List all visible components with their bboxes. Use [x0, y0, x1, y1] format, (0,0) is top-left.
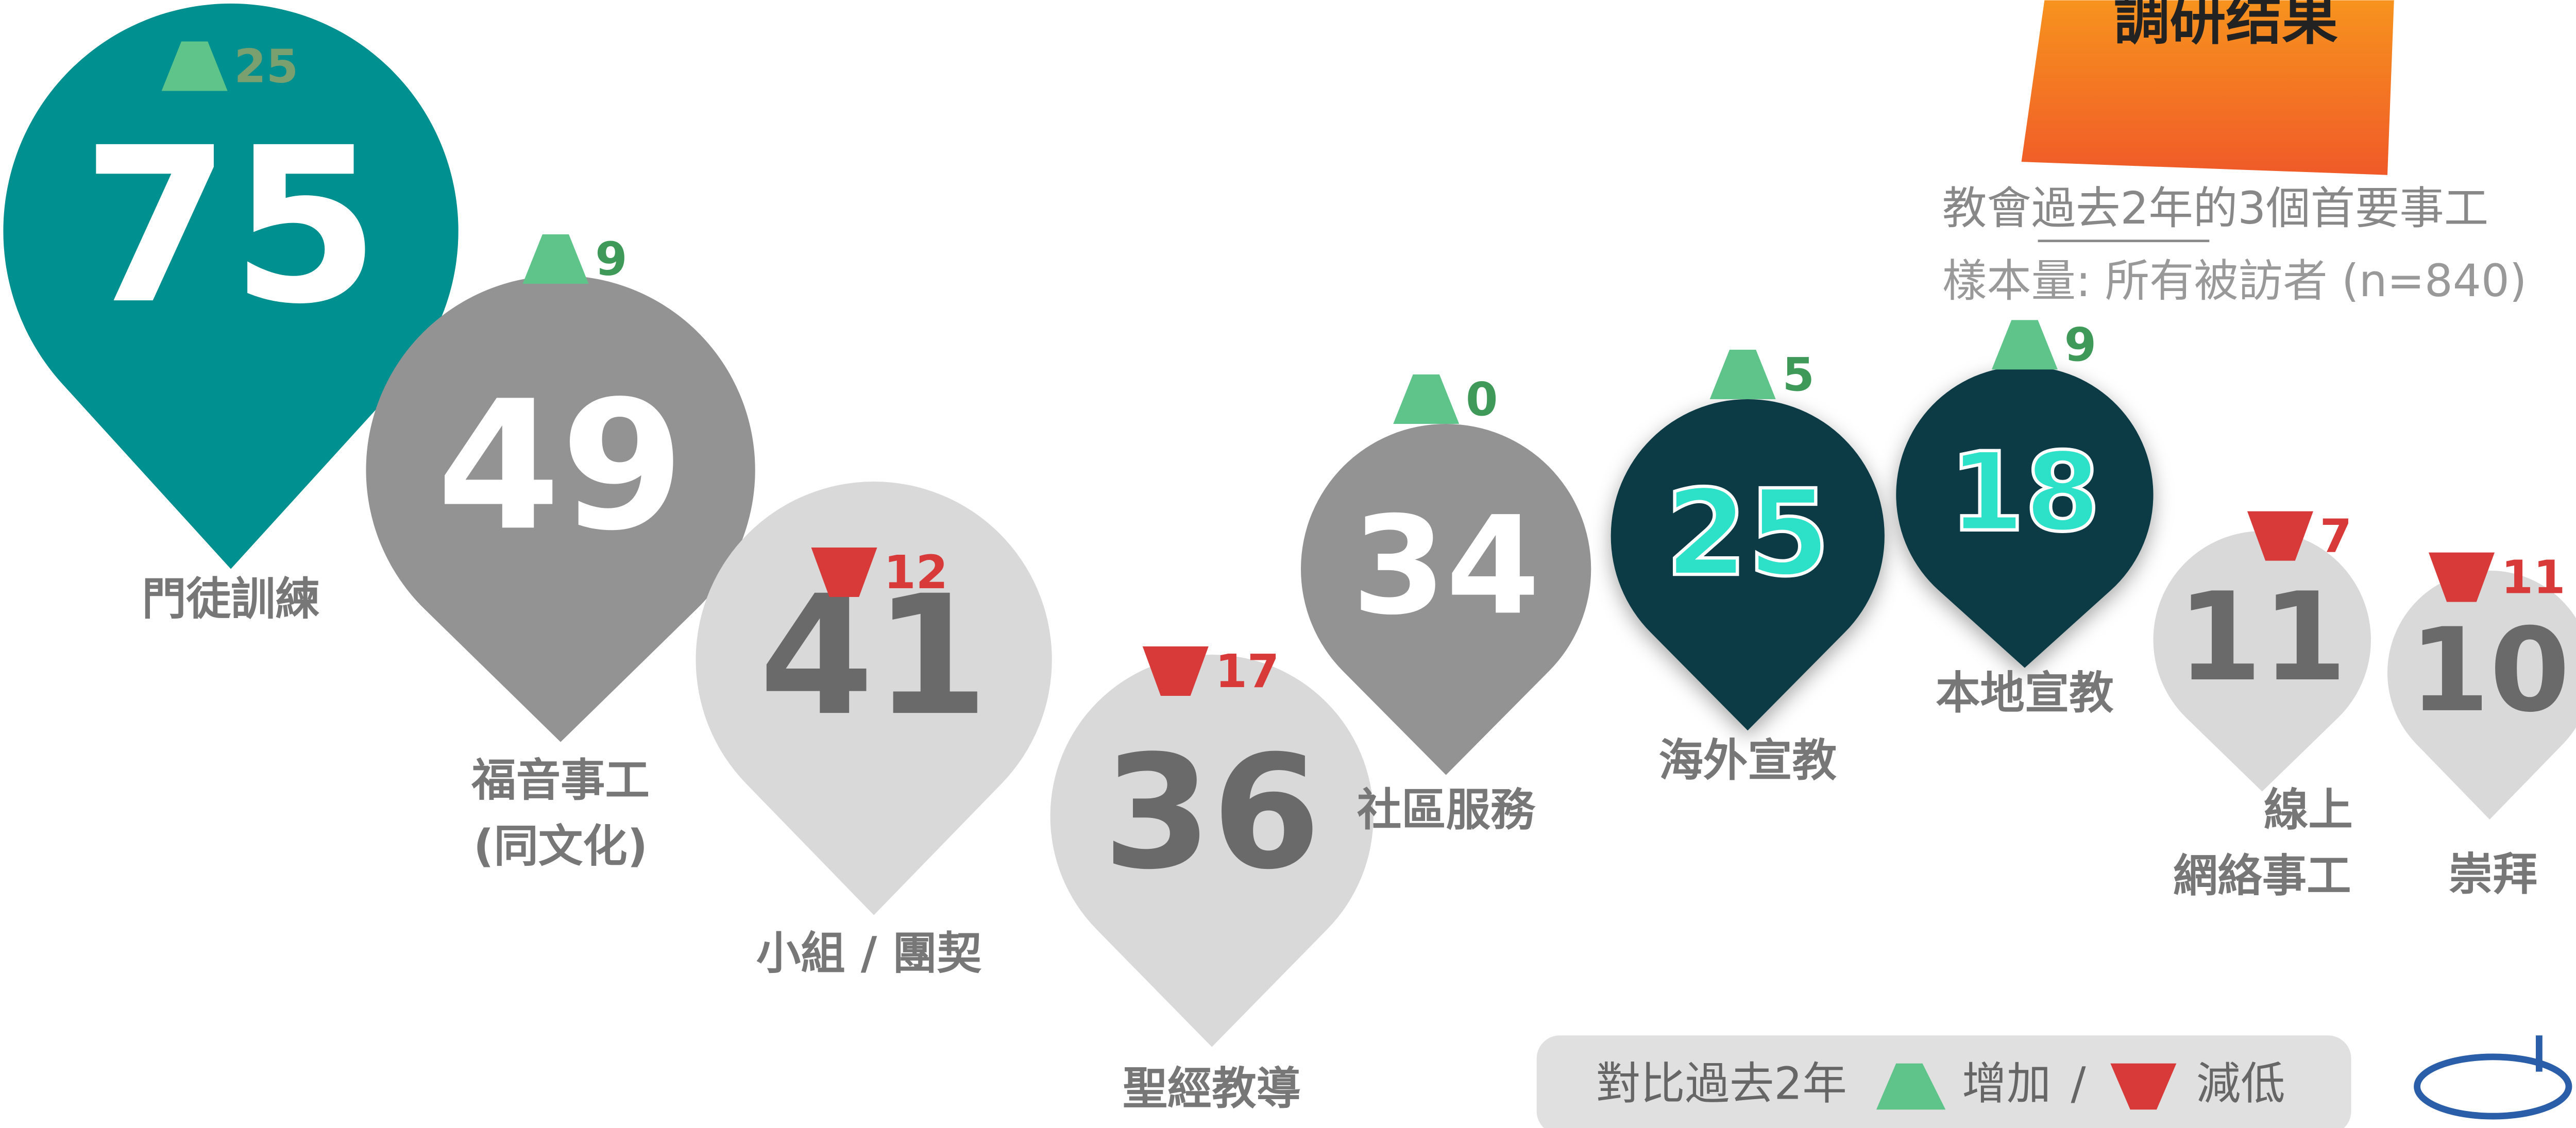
value: 34	[1352, 487, 1540, 644]
value: 18	[1949, 429, 2100, 556]
sample: 樣本量: 所有被訪者 (n=840)	[1942, 255, 2527, 307]
legend-down: 減低	[2196, 1058, 2285, 1109]
legend-down-icon	[2110, 1063, 2177, 1110]
title: 調研结果	[2114, 0, 2338, 52]
pin	[1896, 366, 2154, 668]
change: 0	[1466, 373, 1498, 426]
label: 福音事工	[471, 755, 650, 807]
label: 門徒訓練	[142, 574, 320, 625]
legend-sep: /	[2071, 1058, 2087, 1109]
sticky-note	[2021, 0, 2394, 175]
increase-icon	[1393, 374, 1460, 424]
pin	[2153, 531, 2371, 792]
label: 小組 / 團契	[756, 928, 982, 980]
increase-icon	[522, 234, 589, 284]
increase-icon	[1991, 320, 2058, 370]
value: 11	[2177, 566, 2347, 708]
change: 17	[1215, 645, 1280, 698]
pin	[696, 481, 1052, 915]
change: 11	[2501, 551, 2566, 604]
legend-up-icon	[1876, 1063, 1946, 1110]
pin	[1301, 423, 1591, 775]
decrease-icon	[811, 547, 877, 597]
change: 25	[234, 40, 298, 93]
decrease-icon	[2428, 552, 2495, 602]
legend-prefix: 對比過去2年	[1596, 1058, 1847, 1109]
change: 12	[884, 546, 948, 600]
change: 9	[595, 233, 627, 286]
decrease-icon	[2247, 511, 2313, 561]
label: 社區服務	[1357, 784, 1536, 836]
pin	[366, 275, 755, 742]
change: 9	[2064, 318, 2096, 372]
pin	[3, 3, 459, 569]
value: 10	[2410, 603, 2570, 738]
label: 本地宣教	[1936, 668, 2114, 719]
label: 崇拜	[2448, 849, 2537, 900]
label: (同文化)	[473, 821, 648, 873]
value: 36	[1103, 722, 1321, 904]
legend-up: 增加	[1962, 1058, 2051, 1109]
change: 5	[1782, 348, 1814, 402]
pin	[1050, 655, 1374, 1047]
label: 聖經教導	[1123, 1063, 1301, 1115]
value: 41	[759, 560, 988, 752]
increase-icon	[1709, 349, 1776, 399]
decrease-icon	[1142, 646, 1209, 696]
label: 線上	[2264, 784, 2353, 836]
logo	[2414, 1053, 2572, 1120]
label: 網絡事工	[2173, 850, 2351, 902]
value: 75	[82, 102, 380, 351]
subtitle: 教會過去2年的3個首要事工	[1942, 183, 2488, 234]
pin	[1611, 399, 1885, 731]
label: 海外宣教	[1658, 735, 1837, 787]
pin	[2387, 570, 2576, 820]
change: 7	[2320, 509, 2352, 563]
value: 25	[1665, 465, 1831, 603]
increase-icon	[161, 41, 228, 91]
value: 49	[437, 362, 685, 570]
